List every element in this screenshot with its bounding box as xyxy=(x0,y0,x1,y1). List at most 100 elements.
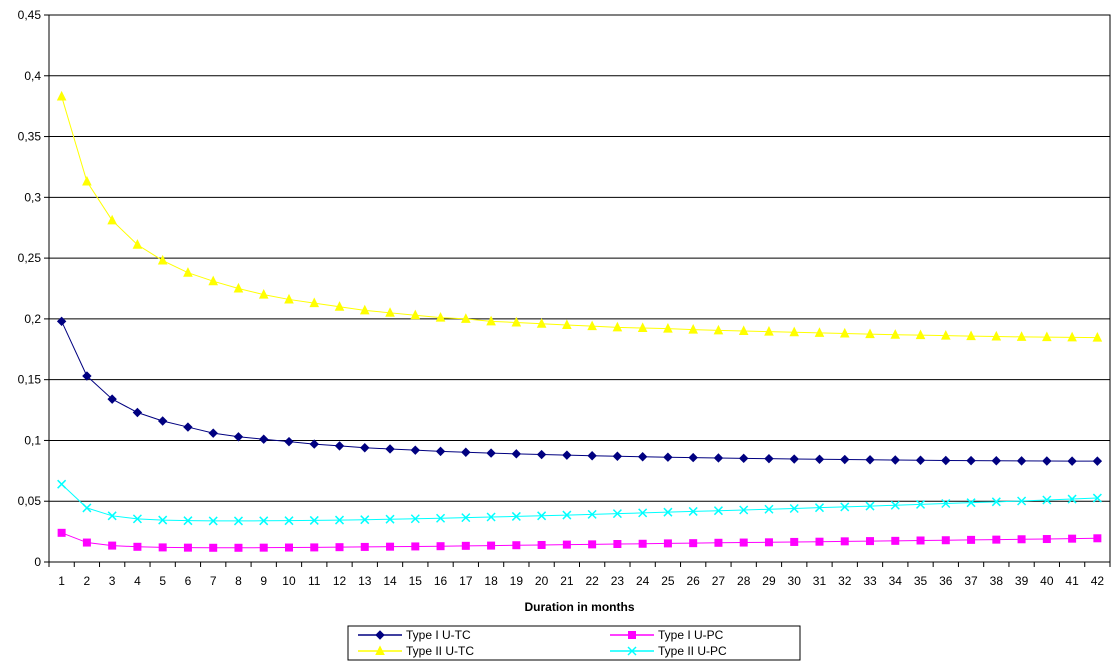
x-marker-stroke xyxy=(284,516,294,526)
data-point xyxy=(738,453,749,464)
data-point xyxy=(461,541,470,550)
data-point xyxy=(233,282,244,293)
data-point xyxy=(334,515,345,525)
data-point xyxy=(1068,534,1077,543)
data-point xyxy=(915,455,926,465)
data-point xyxy=(688,452,698,463)
y-tick-label: 0,4 xyxy=(24,69,41,83)
x-axis-title: Duration in months xyxy=(525,600,635,614)
data-point xyxy=(309,297,320,308)
plot-area xyxy=(48,14,1111,563)
series-type-ii-u-pc xyxy=(57,479,1102,526)
x-marker-stroke xyxy=(638,508,648,518)
data-point xyxy=(562,510,572,520)
x-marker-stroke xyxy=(461,513,471,523)
y-tick-label: 0,3 xyxy=(24,190,41,204)
data-point xyxy=(713,506,723,516)
y-tick-label: 0,1 xyxy=(24,433,41,447)
x-marker-stroke xyxy=(233,516,243,526)
data-point xyxy=(991,330,1002,341)
data-point xyxy=(689,539,698,548)
data-point xyxy=(486,512,496,522)
data-point xyxy=(839,327,850,338)
data-point xyxy=(915,329,926,340)
data-point xyxy=(334,301,345,311)
x-tick-label: 6 xyxy=(185,574,192,588)
data-point xyxy=(537,540,546,549)
data-point xyxy=(638,508,648,518)
series-type-ii-u-tc xyxy=(56,90,1103,342)
legend-label: Type I U-PC xyxy=(658,628,724,642)
x-axis: 1 2 3 4 5 6 7 8 9 10 11 12 13 14 15 16 17 18 19 20 21 22 23 24 2… xyxy=(48,562,1111,588)
data-point xyxy=(360,515,370,525)
data-point xyxy=(764,504,774,514)
legend-marker xyxy=(375,645,385,655)
data-point xyxy=(992,535,1001,544)
data-point xyxy=(764,453,774,464)
data-point xyxy=(461,447,471,457)
data-point xyxy=(157,416,168,426)
data-point xyxy=(613,540,622,549)
data-point xyxy=(663,452,673,462)
x-marker-stroke xyxy=(739,505,749,515)
data-point xyxy=(815,537,824,546)
data-point xyxy=(966,455,976,466)
data-point xyxy=(132,239,143,249)
data-point xyxy=(612,451,623,461)
x-marker-stroke xyxy=(1017,496,1027,506)
data-point xyxy=(385,307,395,317)
x-marker-stroke xyxy=(410,514,420,524)
data-point xyxy=(334,441,345,451)
data-point xyxy=(991,497,1001,507)
data-point xyxy=(183,267,193,277)
x-tick-label: 29 xyxy=(762,574,776,588)
x-tick-label: 28 xyxy=(737,574,751,588)
x-tick-label: 3 xyxy=(109,574,116,588)
data-point xyxy=(1017,535,1026,544)
x-marker-stroke xyxy=(511,511,521,521)
x-marker-stroke xyxy=(158,515,168,525)
data-point xyxy=(1042,456,1052,466)
legend: Type I U-TC Type I U-PC Type II U-TC Type I… xyxy=(347,625,801,661)
x-tick-label: 32 xyxy=(838,574,852,588)
series-line xyxy=(61,483,1098,522)
data-point xyxy=(840,454,850,465)
x-marker-stroke xyxy=(713,506,723,516)
x-marker-stroke xyxy=(385,514,395,524)
data-point xyxy=(208,275,219,286)
data-point xyxy=(132,407,143,418)
data-point xyxy=(840,537,849,546)
data-point xyxy=(461,313,471,323)
x-tick-label: 8 xyxy=(235,574,242,588)
data-point xyxy=(587,451,597,461)
data-point xyxy=(764,538,773,547)
x-tick-label: 25 xyxy=(661,574,675,588)
x-tick-label: 19 xyxy=(510,574,524,588)
legend-item: Type I U-TC xyxy=(358,628,471,642)
x-tick-label: 2 xyxy=(84,574,91,588)
y-axis: 0 0,05 0,1 0,15 0,2 0,25 0,3 0,35 0,4 0,45 xyxy=(18,8,49,569)
data-point xyxy=(360,542,369,551)
data-point xyxy=(209,543,218,552)
x-tick-label: 42 xyxy=(1091,574,1105,588)
data-point xyxy=(991,456,1002,466)
data-point xyxy=(966,330,976,341)
legend-label: Type II U-PC xyxy=(658,644,727,658)
data-point xyxy=(511,449,522,459)
data-point xyxy=(587,509,597,519)
data-point xyxy=(637,452,648,462)
data-point xyxy=(814,503,825,513)
data-point xyxy=(158,515,168,525)
series-group xyxy=(56,90,1103,552)
data-point xyxy=(511,511,521,521)
x-marker-stroke xyxy=(663,507,673,517)
y-tick-label: 0,25 xyxy=(18,251,42,265)
data-point xyxy=(410,514,420,524)
data-point xyxy=(82,538,91,547)
x-tick-label: 37 xyxy=(964,574,978,588)
x-tick-label: 20 xyxy=(535,574,549,588)
x-marker-stroke xyxy=(537,511,547,521)
data-point xyxy=(1093,534,1102,543)
data-point xyxy=(309,515,319,525)
